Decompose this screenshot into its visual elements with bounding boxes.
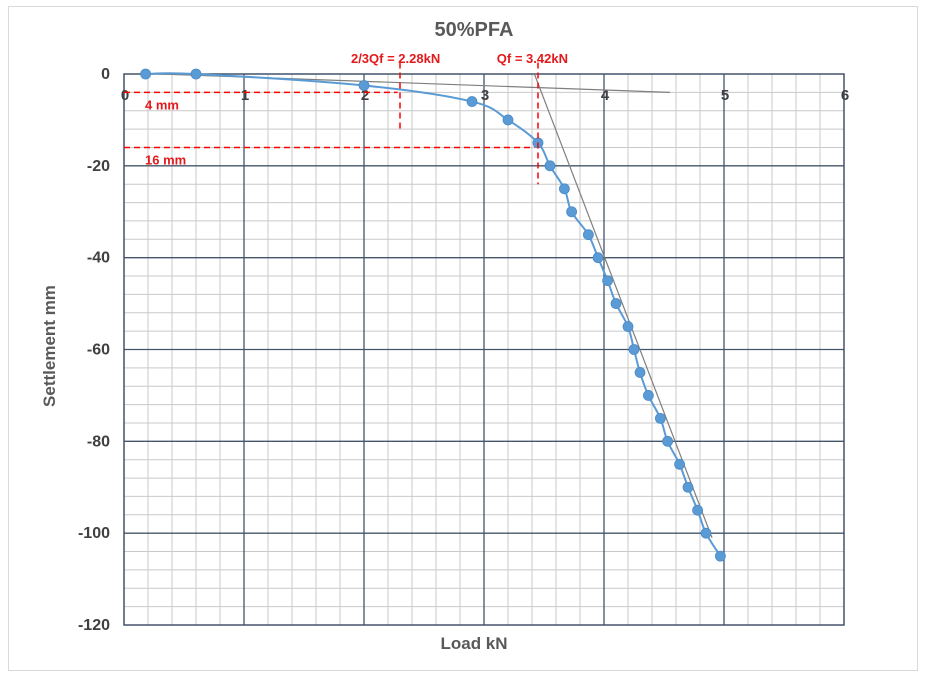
series-line <box>145 72 722 557</box>
data-point <box>544 160 556 172</box>
y-tick-label: -40 <box>87 250 110 267</box>
x-tick-label: 1 <box>241 87 249 104</box>
x-tick-label: 0 <box>121 87 129 104</box>
x-tick-label: 4 <box>601 87 610 104</box>
data-point <box>700 527 712 539</box>
data-point <box>628 344 640 355</box>
data-point <box>466 96 478 107</box>
data-point <box>592 252 604 264</box>
data-point <box>502 114 514 126</box>
y-tick-label: -100 <box>78 525 110 542</box>
x-axis-title: Load kN <box>440 634 507 653</box>
y-axis-title: Settlement mm <box>40 285 59 407</box>
load-annotation-label: Qf = 3.42kN <box>497 51 568 66</box>
data-series <box>140 68 726 562</box>
data-point <box>655 412 666 424</box>
load-annotation-label: 2/3Qf = 2.28kN <box>351 51 440 66</box>
chart-title: 50%PFA <box>435 19 514 41</box>
data-point <box>358 80 370 91</box>
plot-border <box>123 73 845 626</box>
grid <box>124 74 844 625</box>
settlement-chart: 50%PFA 0 1 2 3 4 5 6 0 -20 -40 -60 -80 -100 -120 2/3Q… <box>40 19 849 653</box>
data-point <box>622 321 634 332</box>
y-tick-label: -20 <box>87 158 110 175</box>
x-tick-label: 6 <box>841 87 849 104</box>
data-point <box>674 458 685 470</box>
data-point <box>602 275 613 287</box>
data-point <box>140 68 152 80</box>
data-point <box>559 183 570 195</box>
annotations: 2/3Qf = 2.28kN Qf = 3.42kN 4 mm 16 mm <box>124 51 568 185</box>
settlement-annotation-label: 4 mm <box>145 97 179 112</box>
y-tick-label: -120 <box>78 617 110 634</box>
settlement-annotation-label: 16 mm <box>145 152 186 167</box>
tangent-line <box>533 73 713 538</box>
y-tick-label: 0 <box>101 66 110 83</box>
data-point <box>583 229 594 241</box>
data-point <box>643 390 654 401</box>
data-point <box>692 504 703 516</box>
y-tick-label: -80 <box>87 433 110 450</box>
chart-frame: 50%PFA 0 1 2 3 4 5 6 0 -20 -40 -60 -80 -100 -120 2/3Q… <box>8 6 918 671</box>
data-point <box>610 298 622 309</box>
x-tick-label: 5 <box>721 87 729 104</box>
axes: 0 1 2 3 4 5 6 0 -20 -40 -60 -80 -100 -120 <box>78 66 849 634</box>
x-tick-label: 2 <box>361 87 369 104</box>
data-point <box>190 68 202 80</box>
data-point <box>662 435 673 447</box>
x-tick-label: 3 <box>481 87 489 104</box>
y-tick-label: -60 <box>87 342 110 359</box>
data-point <box>634 367 646 378</box>
data-point <box>715 550 726 562</box>
data-point <box>682 481 694 493</box>
data-point <box>566 206 577 218</box>
